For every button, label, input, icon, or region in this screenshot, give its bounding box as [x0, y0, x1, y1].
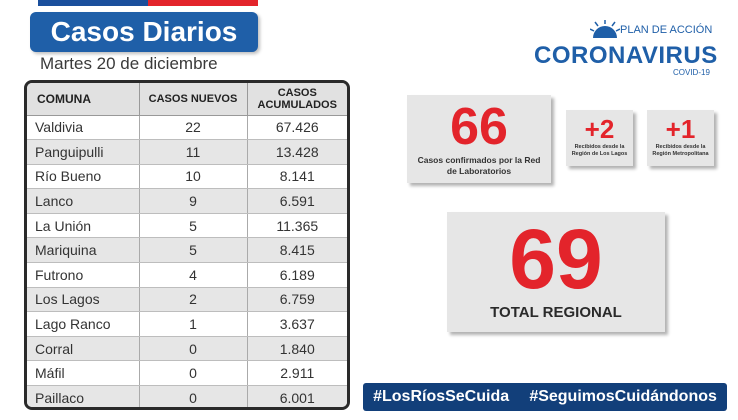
- cell-casos-nuevos: 0: [139, 360, 248, 387]
- los-lagos-value: +2: [584, 114, 615, 144]
- cell-casos-acumulados: 6.001: [247, 385, 347, 407]
- plan-label: PLAN DE ACCIÓN: [620, 24, 713, 36]
- cell-comuna: Mariquina: [27, 237, 140, 264]
- stripe-blue: [38, 0, 148, 6]
- cell-casos-acumulados: 1.840: [247, 336, 347, 362]
- coronavirus-logo: PLAN DE ACCIÓN CORONAVIRUS COVID-19: [528, 18, 718, 78]
- cell-casos-nuevos: 22: [139, 115, 248, 141]
- cell-casos-nuevos: 0: [139, 385, 248, 407]
- sun-icon: [590, 20, 620, 38]
- los-lagos-card: +2 Recibidos desde la Región de Los Lago…: [566, 110, 633, 166]
- cell-casos-acumulados: 67.426: [247, 115, 347, 141]
- table-row: Máfil 0 2.911: [27, 360, 347, 387]
- header-casos-nuevos: CASOS NUEVOS: [139, 83, 248, 116]
- lab-cases-value: 66: [450, 98, 508, 156]
- table-row: Valdivia 22 67.426: [27, 115, 347, 141]
- page-title: Casos Diarios: [30, 12, 258, 52]
- metropolitana-value: +1: [665, 114, 696, 144]
- cell-casos-nuevos: 5: [139, 237, 248, 264]
- metropolitana-caption: Recibidos desde la Región Metropolitana: [652, 144, 709, 157]
- cell-casos-acumulados: 8.141: [247, 164, 347, 190]
- cell-casos-nuevos: 9: [139, 188, 248, 214]
- header-casos-acumulados: CASOS ACUMULADOS: [247, 83, 347, 116]
- cell-comuna: Lanco: [27, 188, 140, 214]
- cell-comuna: Panguipulli: [27, 139, 140, 165]
- logo-name: CORONAVIRUS: [534, 42, 718, 69]
- cell-comuna: Los Lagos: [27, 287, 140, 313]
- cell-casos-acumulados: 11.365: [247, 213, 347, 239]
- cell-casos-nuevos: 4: [139, 262, 248, 288]
- cell-comuna: Paillaco: [27, 385, 140, 407]
- table-row: Panguipulli 11 13.428: [27, 139, 347, 165]
- total-regional-card: 69 TOTAL REGIONAL: [447, 212, 665, 332]
- top-stripe: [38, 0, 258, 6]
- table-row: Corral 0 1.840: [27, 336, 347, 362]
- table-row: Lago Ranco 1 3.637: [27, 311, 347, 337]
- header-comuna: COMUNA: [27, 83, 140, 116]
- cell-casos-acumulados: 2.911: [247, 360, 347, 387]
- cell-casos-acumulados: 6.189: [247, 262, 347, 288]
- cell-casos-acumulados: 8.415: [247, 237, 347, 264]
- hashtag-seguimos: #SeguimosCuidándonos: [529, 388, 717, 405]
- cell-comuna: Lago Ranco: [27, 311, 140, 337]
- table-row: Lanco 9 6.591: [27, 188, 347, 214]
- cases-table: COMUNA CASOS NUEVOS CASOS ACUMULADOS Val…: [24, 80, 350, 410]
- total-regional-value: 69: [509, 212, 603, 306]
- table-row: Río Bueno 10 8.141: [27, 164, 347, 190]
- table-row: Futrono 4 6.189: [27, 262, 347, 288]
- total-regional-caption: TOTAL REGIONAL: [490, 304, 622, 321]
- lab-cases-card: 66 Casos confirmados por la Red de Labor…: [407, 95, 551, 183]
- cell-comuna: Futrono: [27, 262, 140, 288]
- cell-casos-acumulados: 6.759: [247, 287, 347, 313]
- los-lagos-caption: Recibidos desde la Región de Los Lagos: [571, 144, 628, 157]
- table-row: Los Lagos 2 6.759: [27, 287, 347, 313]
- table-row: La Unión 5 11.365: [27, 213, 347, 239]
- table-row: Paillaco 0 6.001: [27, 385, 347, 407]
- cell-comuna: Río Bueno: [27, 164, 140, 190]
- cell-casos-nuevos: 11: [139, 139, 248, 165]
- cell-comuna: Máfil: [27, 360, 140, 387]
- cell-comuna: Valdivia: [27, 115, 140, 141]
- table-row: Mariquina 5 8.415: [27, 237, 347, 264]
- logo-sub: COVID-19: [673, 68, 710, 77]
- stripe-red: [148, 0, 258, 6]
- cell-casos-nuevos: 0: [139, 336, 248, 362]
- cell-casos-nuevos: 10: [139, 164, 248, 190]
- cell-casos-acumulados: 3.637: [247, 311, 347, 337]
- cell-casos-acumulados: 6.591: [247, 188, 347, 214]
- table-header-row: COMUNA CASOS NUEVOS CASOS ACUMULADOS: [27, 83, 347, 116]
- hashtag-bar: #LosRíosSeCuida #SeguimosCuidándonos: [363, 383, 727, 411]
- metropolitana-card: +1 Recibidos desde la Región Metropolita…: [647, 110, 714, 166]
- hashtag-los-rios: #LosRíosSeCuida: [373, 388, 510, 405]
- lab-cases-caption: Casos confirmados por la Red de Laborato…: [417, 155, 541, 176]
- cell-casos-acumulados: 13.428: [247, 139, 347, 165]
- cell-casos-nuevos: 5: [139, 213, 248, 239]
- cell-casos-nuevos: 1: [139, 311, 248, 337]
- date-label: Martes 20 de diciembre: [40, 54, 218, 73]
- cell-comuna: La Unión: [27, 213, 140, 239]
- cell-casos-nuevos: 2: [139, 287, 248, 313]
- cell-comuna: Corral: [27, 336, 140, 362]
